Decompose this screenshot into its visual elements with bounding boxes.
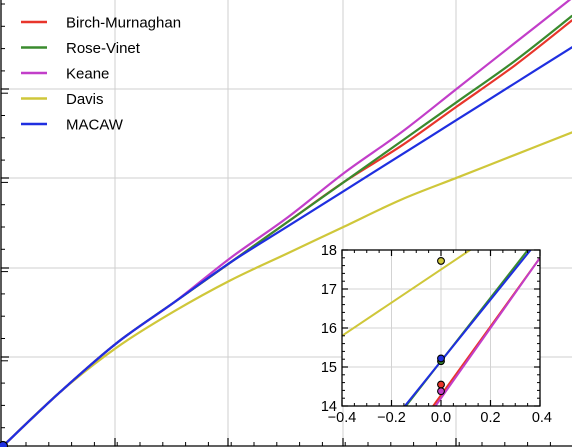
legend-label-rose-vinet: Rose-Vinet xyxy=(66,40,141,57)
legend-label-birch-murnaghan: Birch-Murnaghan xyxy=(66,15,181,32)
inset-chart: −0.4 −0.2 0.0 0.2 0.4 14 15 16 17 18 xyxy=(321,243,552,426)
inset-y-tick-label: 16 xyxy=(321,321,337,337)
inset-marker-davis xyxy=(437,256,445,265)
inset-markers xyxy=(437,256,445,396)
series-line-davis xyxy=(1,131,572,447)
inset-line-keane xyxy=(434,256,540,406)
inset-marker-macaw xyxy=(437,354,445,363)
legend-label-keane: Keane xyxy=(66,66,109,83)
inset-ticks: −0.4 −0.2 0.0 0.2 0.4 14 15 16 17 18 xyxy=(321,243,552,426)
inset-y-tick-label: 18 xyxy=(321,243,337,259)
legend: Birch-Murnaghan Rose-Vinet Keane Davis MACAW xyxy=(21,15,181,134)
inset-x-tick-label: 0.0 xyxy=(431,410,451,426)
inset-line-davis xyxy=(342,250,472,337)
inset-marker-birch-murnaghan xyxy=(437,380,445,389)
inset-x-tick-label: −0.2 xyxy=(377,410,406,426)
origin-marker xyxy=(0,440,9,447)
inset-x-tick-label: 0.2 xyxy=(480,410,500,426)
inset-y-tick-label: 15 xyxy=(321,360,337,376)
legend-label-davis: Davis xyxy=(66,91,104,108)
inset-x-tick-label: 0.4 xyxy=(532,410,552,426)
inset-x-tick-label: −0.4 xyxy=(328,410,357,426)
inset-marker-keane xyxy=(437,387,445,396)
inset-y-tick-label: 17 xyxy=(321,282,337,298)
inset-grid xyxy=(342,250,540,406)
legend-label-macaw: MACAW xyxy=(66,117,124,134)
series-line-macaw xyxy=(1,46,572,447)
inset-y-tick-label: 14 xyxy=(321,399,337,415)
